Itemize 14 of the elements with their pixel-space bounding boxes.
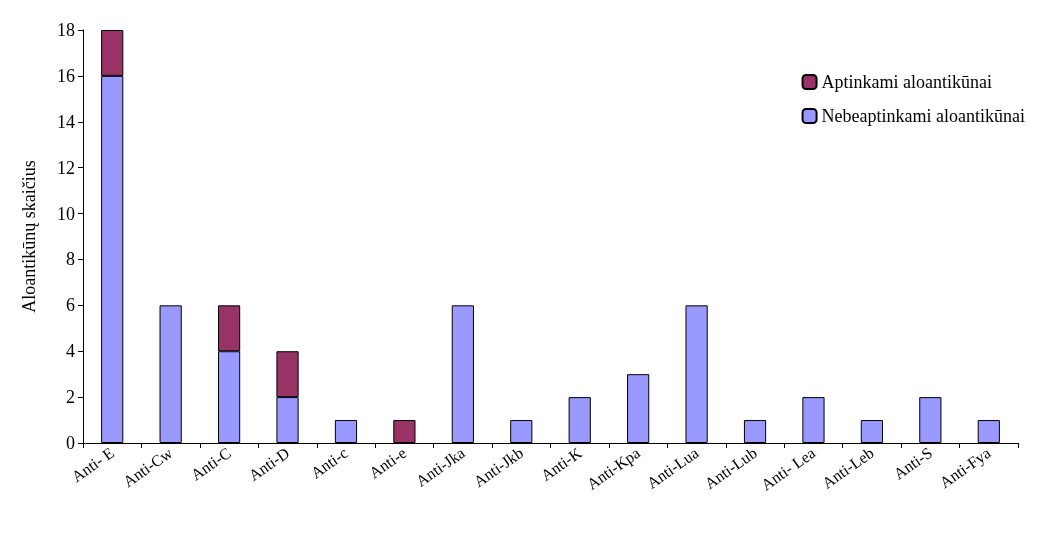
y-tick-label: 14	[57, 111, 75, 132]
y-tick-label: 18	[57, 20, 75, 40]
y-tick-label: 0	[66, 433, 75, 453]
legend-label: Nebeaptinkami aloantikūnai	[821, 106, 1026, 126]
y-tick-label: 8	[66, 249, 75, 270]
y-tick-label: 6	[66, 295, 75, 316]
y-tick-label: 12	[57, 157, 75, 178]
y-tick-label: 10	[57, 203, 75, 224]
legend-label: Aptinkami aloantikūnai	[821, 72, 993, 92]
y-tick-label: 16	[57, 65, 75, 86]
x-tick-label: Anti- Lea	[758, 444, 819, 494]
y-tick-label: 2	[66, 387, 75, 408]
y-tick-label: 4	[66, 341, 75, 362]
y-axis-title: Aloantikūnų skaičius	[19, 160, 39, 313]
